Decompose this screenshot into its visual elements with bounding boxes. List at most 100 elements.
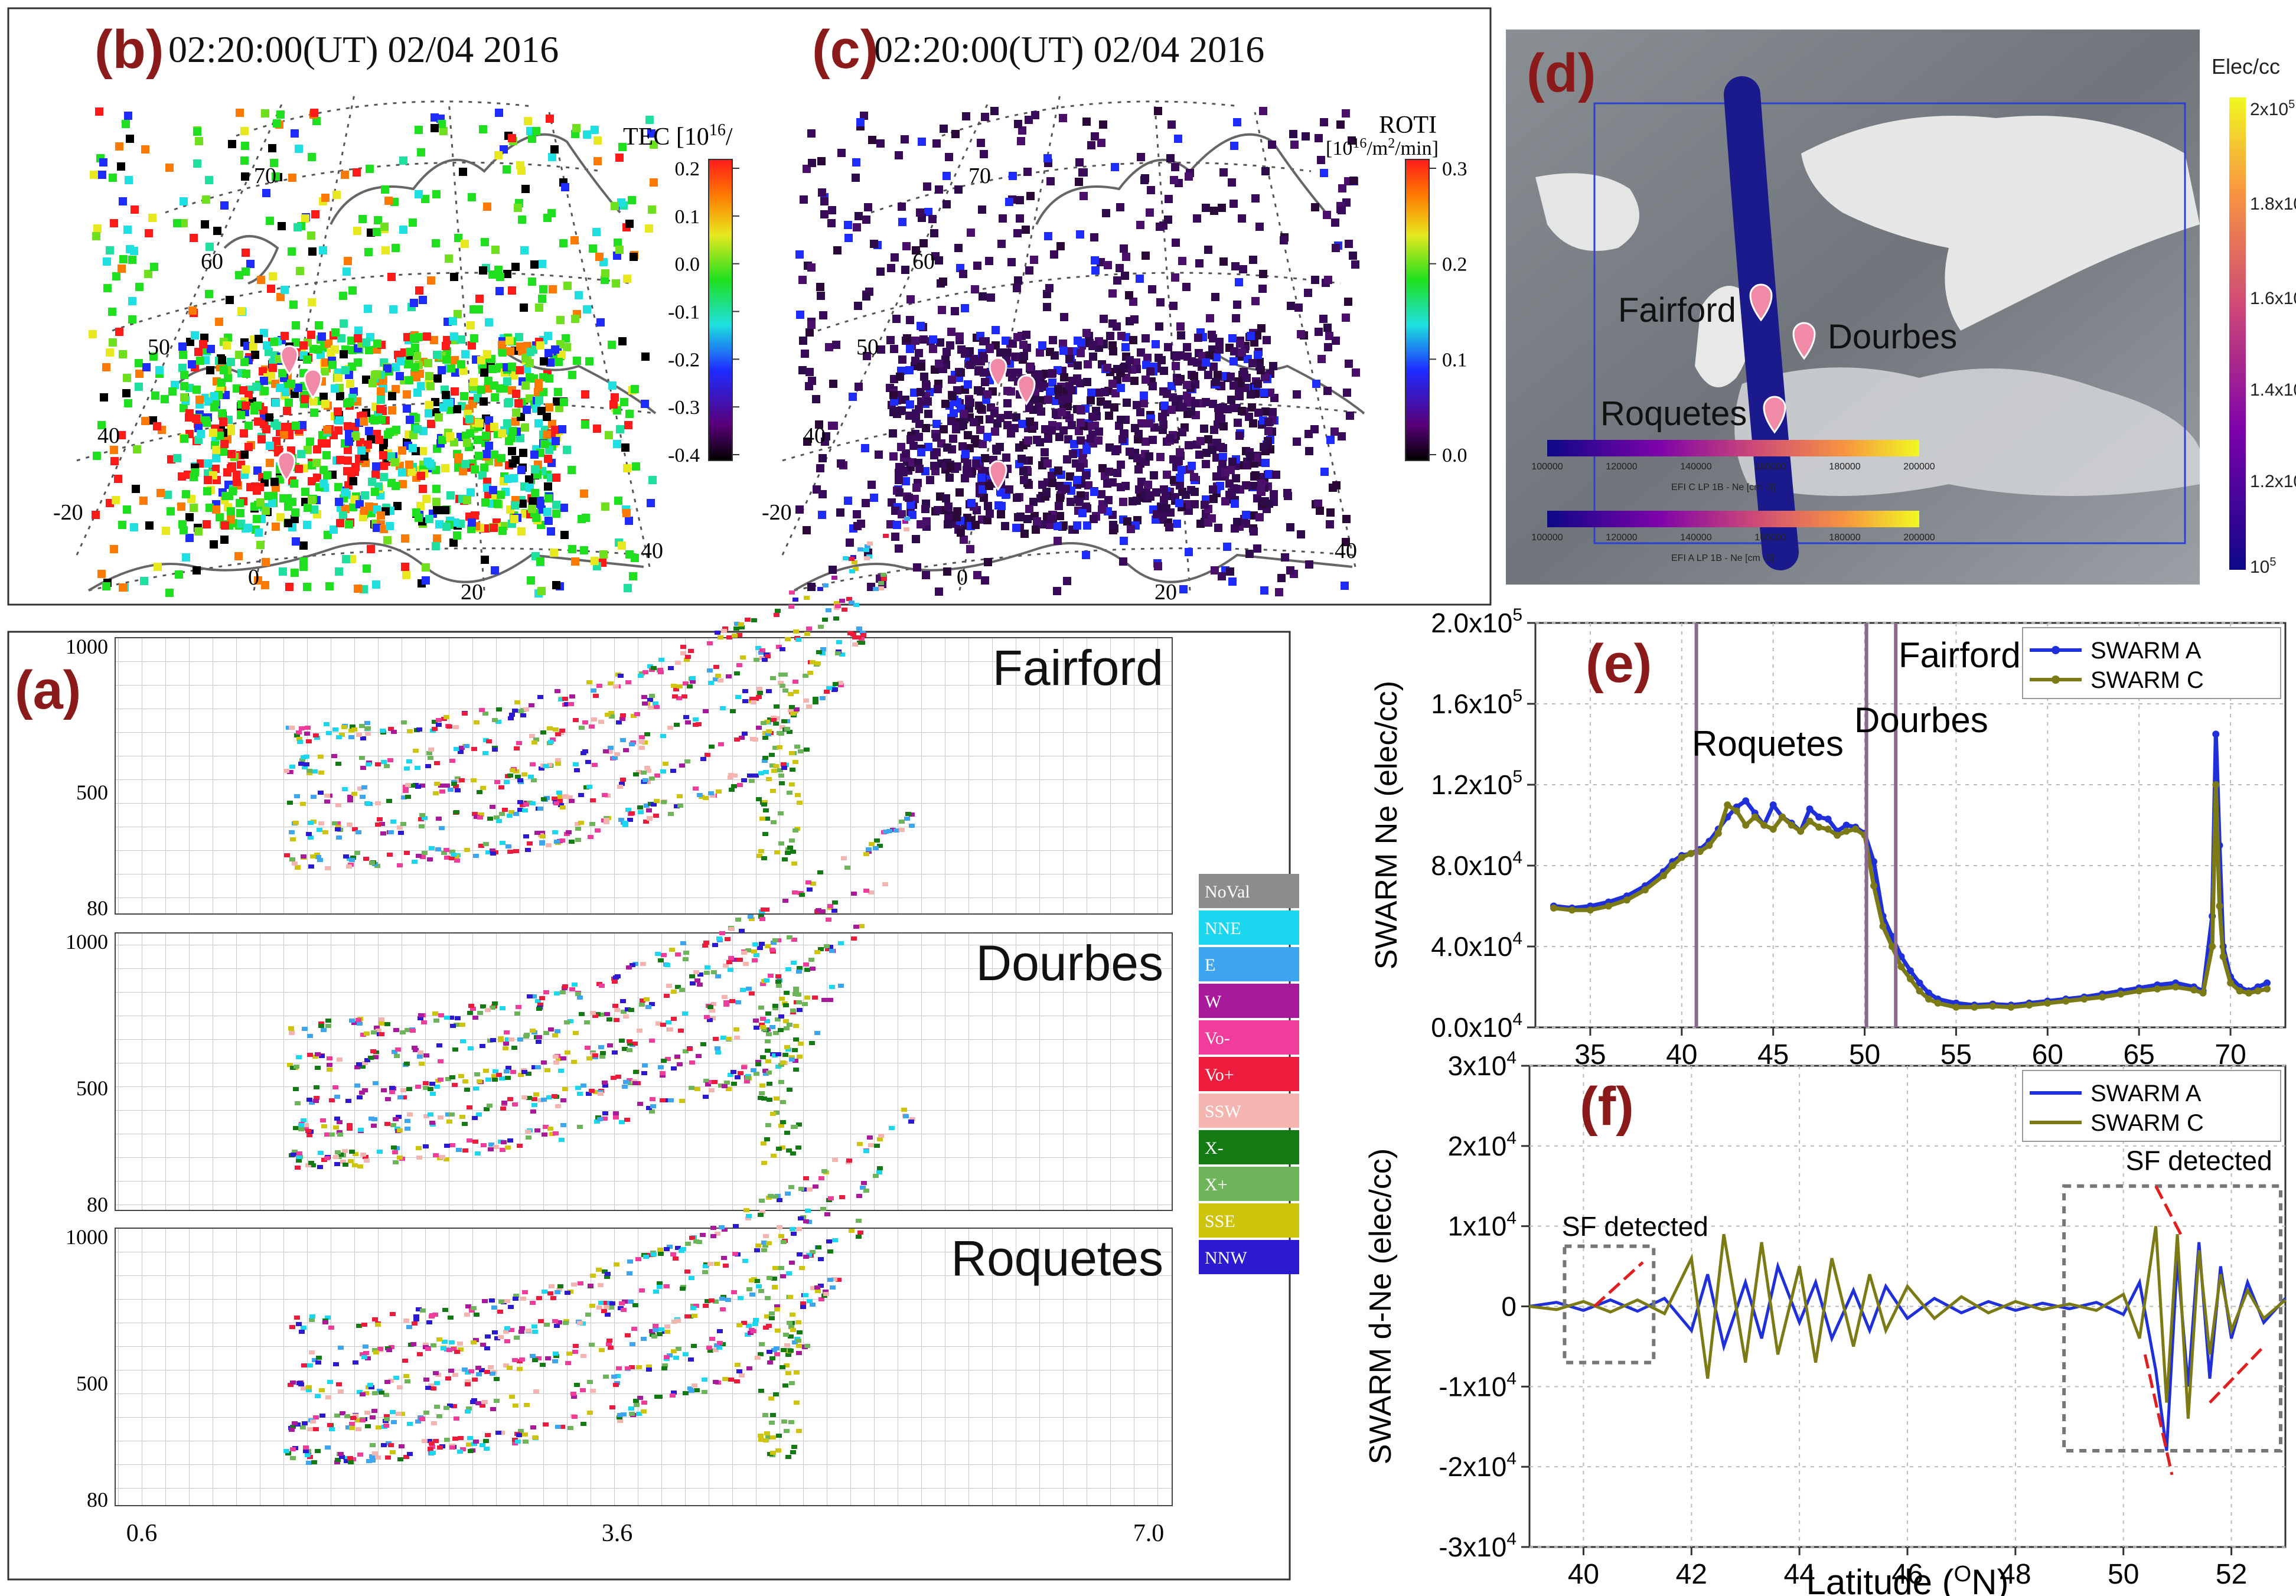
roti-point — [1204, 518, 1212, 527]
ionogram-echo — [644, 732, 650, 736]
tec-point — [521, 423, 529, 432]
tec-point — [92, 232, 100, 240]
ionogram-echo — [791, 861, 797, 866]
tec-point — [178, 520, 187, 528]
tec-point — [122, 389, 131, 397]
ionogram-echo — [773, 722, 779, 726]
ionogram-echo — [596, 684, 602, 688]
ionogram-echo — [468, 1369, 474, 1373]
roti-point — [1234, 419, 1242, 427]
ionogram-echo — [575, 992, 581, 996]
ionogram-echo — [441, 1346, 446, 1350]
ionogram-echo — [810, 1286, 816, 1290]
ionogram-echo — [480, 1404, 485, 1408]
panel-d-station-roquetes: Roquetes — [1600, 394, 1747, 433]
ionogram-echo — [778, 1063, 784, 1067]
tec-point — [491, 566, 499, 575]
ionogram-echo — [303, 1127, 309, 1131]
tec-point — [443, 336, 451, 344]
ionogram-echo — [548, 740, 554, 744]
ionogram-echo — [531, 740, 537, 745]
ionogram-echo — [423, 1086, 429, 1090]
ionogram-echo — [797, 1008, 803, 1012]
roti-point — [906, 316, 914, 324]
tec-point — [309, 397, 318, 406]
ionogram-echo — [505, 844, 511, 848]
roti-point — [820, 197, 829, 205]
ionogram-echo — [293, 1087, 299, 1091]
ionogram-echo — [649, 1109, 655, 1114]
ionogram-echo — [476, 1372, 482, 1376]
tec-point — [453, 405, 461, 413]
roti-point — [1248, 359, 1257, 367]
panel-d-bar1-ticks: 100000 120000 140000 160000 180000 200000 — [1531, 462, 1935, 472]
tec-point — [552, 501, 560, 509]
ionogram-echo — [585, 760, 591, 764]
ionogram-echo — [716, 789, 722, 794]
tec-point — [599, 550, 608, 559]
ionogram-echo — [820, 696, 826, 700]
ionogram-echo — [737, 783, 743, 787]
tec-point — [471, 465, 479, 474]
ionogram-echo — [534, 831, 540, 835]
roti-point — [1146, 491, 1154, 500]
ionogram-echo — [472, 1116, 478, 1120]
roti-point — [1167, 406, 1176, 414]
roti-point — [1077, 349, 1085, 357]
ionogram-echo — [744, 1079, 750, 1083]
tec-point — [102, 363, 110, 371]
tec-point — [539, 285, 547, 293]
ionogram-echo — [434, 1405, 440, 1409]
ionogram-echo — [856, 626, 862, 631]
ionogram-echo — [327, 1056, 332, 1060]
ionogram-echo — [537, 695, 543, 699]
tec-point — [570, 236, 579, 244]
ionogram-echo — [662, 1363, 668, 1367]
tec-point — [416, 502, 425, 510]
ionogram-echo — [465, 1379, 471, 1383]
ionogram-echo — [444, 1438, 450, 1442]
ionogram-echo — [760, 1017, 766, 1021]
ionogram-echo — [449, 1445, 455, 1450]
tec-point — [252, 383, 260, 391]
roti-point — [1087, 435, 1095, 443]
ionogram-echo — [621, 1010, 627, 1014]
roti-point — [917, 520, 925, 528]
roti-point — [1077, 436, 1085, 445]
tec-point — [185, 534, 194, 542]
tec-point — [454, 234, 462, 242]
ionogram-echo — [758, 1352, 764, 1356]
ionogram-echo — [474, 720, 480, 724]
tec-point — [605, 431, 613, 439]
tec-point — [291, 129, 299, 138]
tec-point — [478, 471, 487, 479]
tec-point — [409, 218, 417, 227]
tec-point — [117, 162, 125, 171]
tec-point — [494, 151, 503, 159]
ionogram-echo — [443, 715, 449, 719]
tec-point — [343, 467, 351, 475]
ionogram-echo — [869, 842, 875, 846]
ionogram-echo — [814, 1285, 820, 1290]
ionogram-echo — [866, 850, 872, 854]
ionogram-echo — [617, 1413, 623, 1417]
ionogram-echo — [298, 1127, 304, 1131]
tec-point — [521, 381, 530, 390]
roti-point — [1259, 107, 1267, 115]
ionogram-echo — [839, 652, 845, 657]
tec-point — [249, 343, 257, 351]
ionogram-echo — [530, 1029, 536, 1033]
roti-point — [1122, 253, 1130, 261]
roti-point — [1056, 512, 1064, 520]
roti-point — [1219, 257, 1228, 266]
tec-point — [433, 534, 441, 543]
ionogram-echo — [290, 1456, 296, 1460]
roti-point — [1238, 214, 1246, 223]
ionogram-echo — [452, 1083, 458, 1087]
ionogram-echo — [464, 744, 469, 748]
roti-point — [1349, 252, 1357, 260]
tec-point — [210, 540, 218, 549]
tec-point — [233, 471, 241, 479]
ionogram-echo — [460, 1039, 466, 1043]
ionogram-echo — [795, 1145, 801, 1150]
